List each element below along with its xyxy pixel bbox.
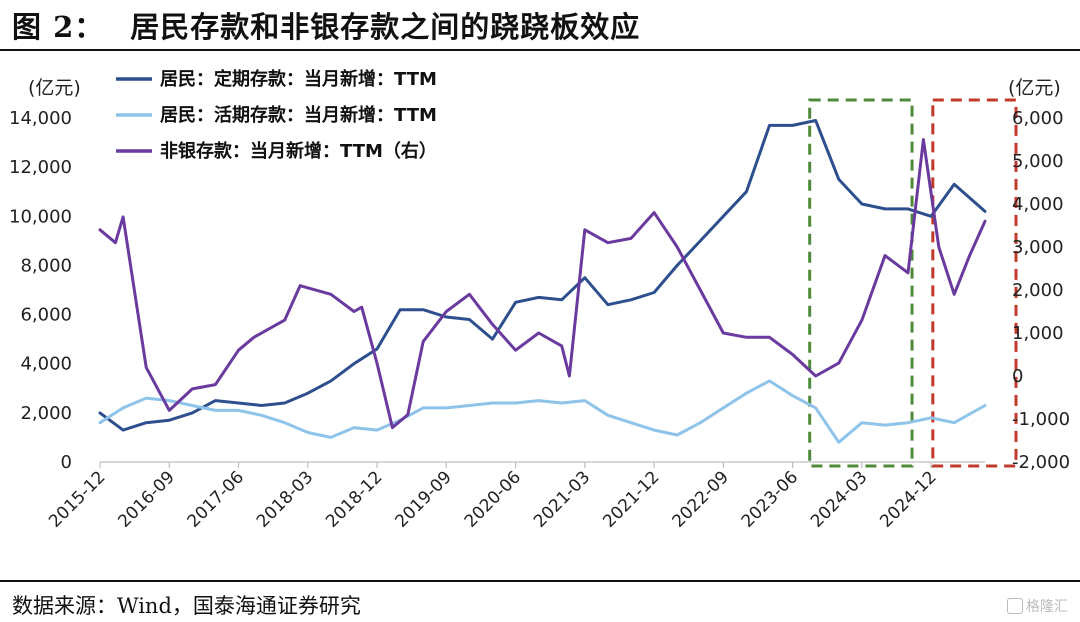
y-left-tick-label: 4,000 [20, 354, 72, 375]
x-tick-label: 2024-12 [876, 467, 940, 531]
x-tick-label: 2020-06 [461, 467, 525, 531]
series-line-2 [98, 379, 987, 444]
y-right-unit: (亿元) [1008, 77, 1061, 99]
y-right-tick-label: 0 [1012, 366, 1023, 387]
x-tick-label: 2021-12 [599, 467, 663, 531]
highlight-box-red [931, 98, 1018, 468]
x-tick-label: 2021-03 [530, 467, 594, 531]
figure-title: 图 2： 居民存款和非银存款之间的跷跷板效应 [12, 4, 640, 46]
y-right-tick-label: -2,000 [1012, 452, 1070, 473]
y-right-tick-label: 6,000 [1012, 108, 1064, 129]
legend-label-2: 居民：活期存款：当月新增：TTM [160, 104, 437, 126]
figure-title-text: 居民存款和非银存款之间的跷跷板效应 [130, 10, 641, 44]
top-rule [0, 49, 1080, 51]
x-tick-label: 2016-09 [114, 467, 178, 531]
y-right-tick-label: 2,000 [1012, 280, 1064, 301]
bottom-rule [0, 580, 1080, 582]
source-note: 数据来源：Wind，国泰海通证券研究 [12, 594, 361, 618]
y-left-tick-label: 8,000 [20, 255, 72, 276]
x-tick-label: 2023-06 [738, 467, 802, 531]
y-right-tick-label: 3,000 [1012, 237, 1064, 258]
figure-label: 图 2： [12, 10, 105, 44]
y-left-tick-label: 6,000 [20, 305, 72, 326]
x-tick-label: 2022-09 [669, 467, 733, 531]
legend-label-1: 居民：定期存款：当月新增：TTM [160, 68, 437, 90]
legend-label-3: 非银存款：当月新增：TTM（右） [160, 140, 437, 162]
y-left-tick-label: 14,000 [9, 108, 72, 129]
x-tick-label: 2018-12 [322, 467, 386, 531]
x-tick-label: 2017-06 [184, 467, 248, 531]
watermark-icon [1007, 598, 1023, 614]
y-right-tick-label: 4,000 [1012, 194, 1064, 215]
y-left-tick-label: 10,000 [9, 206, 72, 227]
y-left-tick-label: 0 [61, 452, 72, 473]
x-tick-label: 2019-09 [391, 467, 455, 531]
series-line-3 [98, 138, 987, 430]
y-left-tick-label: 12,000 [9, 157, 72, 178]
series-line-1 [98, 119, 987, 432]
x-tick-label: 2015-12 [45, 467, 109, 531]
highlight-boxes [808, 98, 1018, 468]
y-right-tick-label: 5,000 [1012, 151, 1064, 172]
series-lines [98, 119, 987, 444]
y-right-tick-label: -1,000 [1012, 409, 1070, 430]
watermark: 格隆汇 [1007, 596, 1068, 616]
chart-svg: 2015-12 2016-09 2017-06 2018-03 2018-12 2019-… [9, 68, 1070, 532]
highlight-box-green [808, 98, 914, 468]
watermark-text: 格隆汇 [1026, 599, 1068, 615]
x-tick-label: 2024-03 [807, 467, 871, 531]
y-left-unit: (亿元) [28, 77, 81, 99]
y-left-tick-label: 2,000 [20, 403, 72, 424]
y-right-tick-label: 1,000 [1012, 323, 1064, 344]
x-tick-label: 2018-03 [253, 467, 317, 531]
legend: 居民：定期存款：当月新增：TTM 居民：活期存款：当月新增：TTM 非银存款：当月新… [116, 68, 437, 162]
